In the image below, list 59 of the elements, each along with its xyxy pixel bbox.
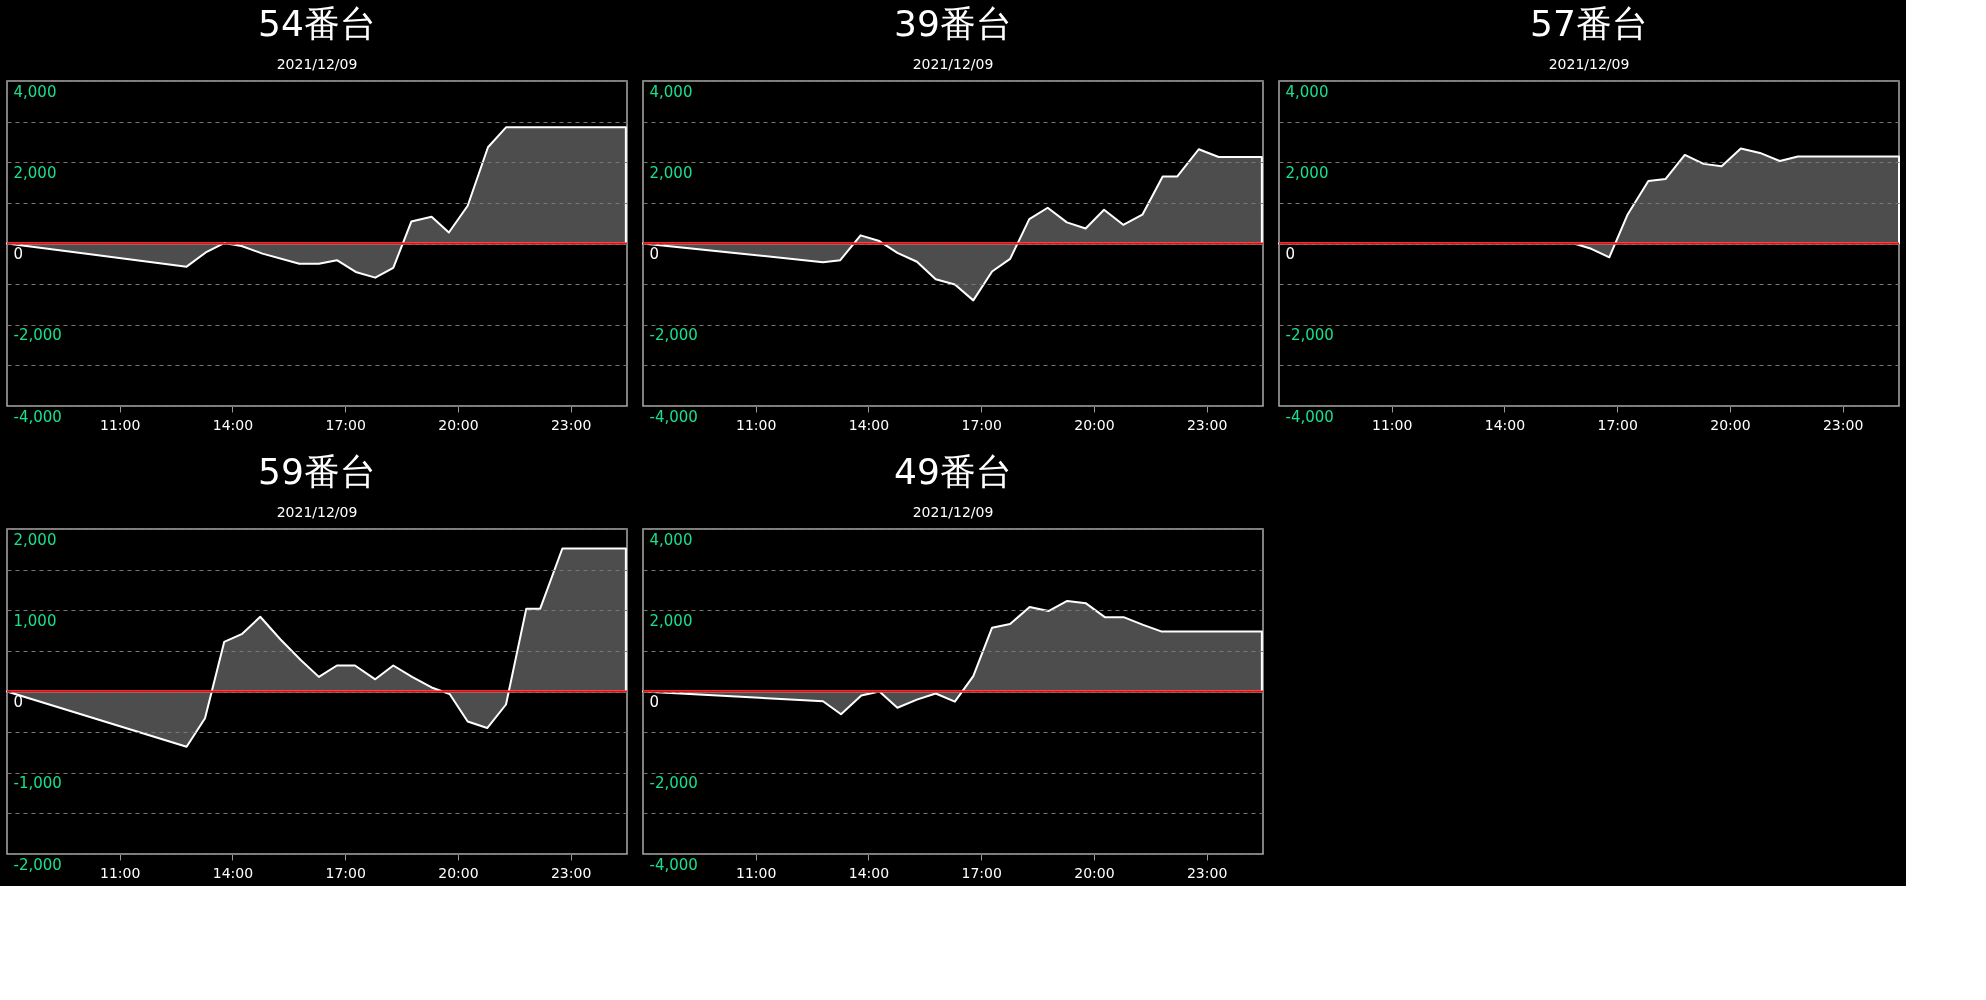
x-tick-label: 14:00 — [848, 864, 890, 881]
chart-title: 59番台 — [258, 450, 376, 492]
x-tick-label: 14:00 — [212, 864, 254, 881]
x-tick-label: 23:00 — [1186, 416, 1228, 433]
x-tick-label: 23:00 — [550, 864, 592, 881]
chart-title: 57番台 — [1530, 2, 1648, 44]
x-tick-label: 20:00 — [1074, 416, 1115, 433]
y-tick-label: 2,000 — [649, 163, 693, 182]
x-tick-label: 23:00 — [1186, 864, 1228, 881]
y-tick-label: -2,000 — [13, 326, 62, 345]
chart-title: 49番台 — [894, 450, 1012, 492]
x-tick-label: 17:00 — [1597, 416, 1638, 433]
x-tick-label: 11:00 — [100, 416, 141, 433]
y-tick-label: 2,000 — [649, 611, 693, 630]
x-tick-label: 20:00 — [438, 416, 479, 433]
y-tick-label: 4,000 — [649, 82, 693, 101]
y-tick-label: -4,000 — [649, 855, 698, 874]
x-tick-label: 11:00 — [736, 864, 777, 881]
y-tick-label: -1,000 — [13, 774, 62, 793]
y-tick-label: -2,000 — [1285, 326, 1334, 345]
y-tick-label: -2,000 — [649, 326, 698, 345]
x-tick-label: 11:00 — [736, 416, 777, 433]
y-tick-label: 0 — [649, 693, 660, 711]
chart-subtitle: 2021/12/09 — [276, 503, 358, 520]
x-tick-label: 17:00 — [961, 864, 1002, 881]
chart-subtitle: 2021/12/09 — [1548, 55, 1630, 72]
x-tick-label: 23:00 — [1822, 416, 1864, 433]
y-tick-label: -4,000 — [1285, 407, 1334, 426]
x-tick-label: 11:00 — [100, 864, 141, 881]
chart-title: 39番台 — [894, 2, 1012, 44]
y-tick-label: 0 — [1285, 245, 1296, 263]
y-tick-label: 0 — [649, 245, 660, 263]
y-tick-label: 2,000 — [1285, 163, 1329, 182]
y-tick-label: 4,000 — [649, 530, 693, 549]
x-tick-label: 23:00 — [550, 416, 592, 433]
y-tick-label: 4,000 — [1285, 82, 1329, 101]
y-tick-label: -4,000 — [13, 407, 62, 426]
x-tick-label: 20:00 — [1710, 416, 1751, 433]
x-tick-label: 17:00 — [325, 864, 366, 881]
x-tick-label: 11:00 — [1372, 416, 1413, 433]
y-tick-label: 1,000 — [13, 611, 57, 630]
y-tick-label: -4,000 — [649, 407, 698, 426]
chart-title: 54番台 — [258, 2, 376, 44]
chart-subtitle: 2021/12/09 — [276, 55, 358, 72]
y-tick-label: 2,000 — [13, 530, 57, 549]
y-tick-label: -2,000 — [649, 774, 698, 793]
y-tick-label: 0 — [13, 245, 24, 263]
x-tick-label: 17:00 — [325, 416, 366, 433]
y-tick-label: 4,000 — [13, 82, 57, 101]
x-tick-label: 14:00 — [212, 416, 254, 433]
y-tick-label: 2,000 — [13, 163, 57, 182]
x-tick-label: 20:00 — [438, 864, 479, 881]
x-tick-label: 14:00 — [1484, 416, 1526, 433]
x-tick-label: 14:00 — [848, 416, 890, 433]
y-tick-label: -2,000 — [13, 855, 62, 874]
chart-subtitle: 2021/12/09 — [912, 55, 994, 72]
chart-subtitle: 2021/12/09 — [912, 503, 994, 520]
x-tick-label: 20:00 — [1074, 864, 1115, 881]
x-tick-label: 17:00 — [961, 416, 1002, 433]
